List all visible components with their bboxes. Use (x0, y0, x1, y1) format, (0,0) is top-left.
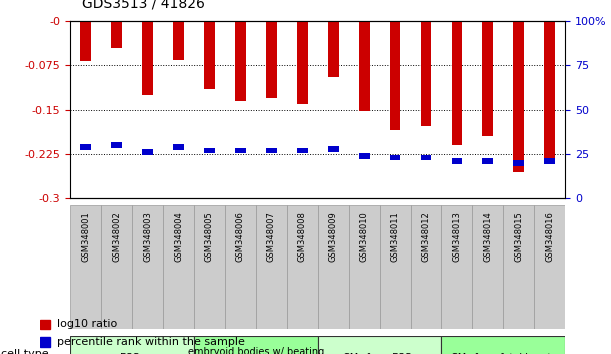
FancyBboxPatch shape (534, 205, 565, 329)
Bar (235, 21, 246, 101)
Bar (483, 21, 493, 136)
FancyBboxPatch shape (256, 205, 287, 329)
FancyBboxPatch shape (70, 336, 194, 354)
Bar (483, 158, 493, 164)
Bar (544, 21, 555, 163)
Bar (327, 21, 338, 77)
Text: GSM348011: GSM348011 (390, 211, 400, 262)
Bar (266, 21, 277, 98)
Text: GSM348010: GSM348010 (360, 211, 368, 262)
Text: GSM348007: GSM348007 (267, 211, 276, 262)
Text: ESCs: ESCs (120, 353, 144, 354)
Bar (297, 148, 308, 153)
Bar (80, 21, 91, 61)
Bar (111, 21, 122, 48)
Text: log10 ratio: log10 ratio (57, 319, 117, 329)
Text: GSM348001: GSM348001 (81, 211, 90, 262)
FancyBboxPatch shape (349, 205, 379, 329)
Text: CMs from ESCs: CMs from ESCs (343, 353, 416, 354)
Text: GSM348005: GSM348005 (205, 211, 214, 262)
Bar (142, 21, 153, 95)
Text: GSM348015: GSM348015 (514, 211, 523, 262)
Bar (327, 146, 338, 152)
FancyBboxPatch shape (194, 205, 225, 329)
Bar (266, 148, 277, 153)
Bar (235, 148, 246, 153)
Bar (173, 144, 184, 150)
Bar (390, 155, 400, 160)
Text: GSM348009: GSM348009 (329, 211, 338, 262)
Bar (80, 144, 91, 150)
Text: GSM348014: GSM348014 (483, 211, 492, 262)
Bar (111, 142, 122, 148)
Bar (513, 160, 524, 166)
FancyBboxPatch shape (225, 205, 256, 329)
Bar (544, 158, 555, 164)
FancyBboxPatch shape (287, 205, 318, 329)
FancyBboxPatch shape (442, 336, 565, 354)
Bar (452, 158, 463, 164)
FancyBboxPatch shape (411, 205, 442, 329)
Text: GSM348008: GSM348008 (298, 211, 307, 262)
Bar (204, 21, 215, 89)
FancyBboxPatch shape (70, 205, 101, 329)
Bar (359, 21, 370, 111)
Bar (40, 320, 50, 329)
Text: GSM348013: GSM348013 (452, 211, 461, 262)
Text: embryoid bodies w/ beating
CMs: embryoid bodies w/ beating CMs (188, 347, 324, 354)
FancyBboxPatch shape (101, 205, 132, 329)
Text: GSM348016: GSM348016 (545, 211, 554, 262)
FancyBboxPatch shape (318, 336, 442, 354)
FancyBboxPatch shape (163, 205, 194, 329)
FancyBboxPatch shape (503, 205, 534, 329)
FancyBboxPatch shape (194, 336, 318, 354)
Bar (420, 155, 431, 160)
Text: GSM348004: GSM348004 (174, 211, 183, 262)
FancyBboxPatch shape (132, 205, 163, 329)
Bar (142, 149, 153, 155)
Bar (390, 21, 400, 130)
Bar (420, 21, 431, 126)
Text: percentile rank within the sample: percentile rank within the sample (57, 337, 244, 347)
FancyBboxPatch shape (318, 205, 349, 329)
Bar (513, 21, 524, 172)
Bar (359, 153, 370, 159)
Bar (297, 21, 308, 104)
Text: GSM348002: GSM348002 (112, 211, 121, 262)
Text: cell type: cell type (1, 349, 48, 354)
Bar (173, 21, 184, 59)
Bar (40, 337, 50, 347)
Bar (204, 148, 215, 153)
Text: GSM348006: GSM348006 (236, 211, 245, 262)
FancyBboxPatch shape (472, 205, 503, 329)
FancyBboxPatch shape (379, 205, 411, 329)
Text: CMs from fetal hearts: CMs from fetal hearts (450, 353, 556, 354)
Text: GSM348012: GSM348012 (422, 211, 431, 262)
FancyBboxPatch shape (442, 205, 472, 329)
Text: GDS3513 / 41826: GDS3513 / 41826 (82, 0, 205, 11)
Bar (452, 21, 463, 145)
Text: GSM348003: GSM348003 (143, 211, 152, 262)
